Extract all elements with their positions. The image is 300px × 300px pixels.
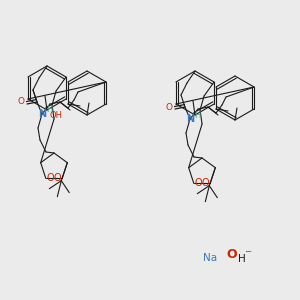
Text: O: O [53, 173, 61, 183]
Text: N: N [38, 109, 46, 119]
Text: O: O [17, 98, 25, 106]
Text: O: O [227, 248, 237, 262]
Text: H: H [46, 106, 52, 115]
Text: OH: OH [50, 112, 62, 121]
Text: O: O [195, 178, 202, 188]
Text: H: H [194, 110, 200, 119]
Text: O: O [47, 173, 55, 183]
Text: O: O [166, 103, 172, 112]
Text: −: − [244, 248, 251, 256]
Text: N: N [186, 114, 194, 124]
Text: O: O [201, 178, 209, 188]
Text: Na: Na [203, 253, 217, 263]
Text: H: H [238, 254, 246, 264]
